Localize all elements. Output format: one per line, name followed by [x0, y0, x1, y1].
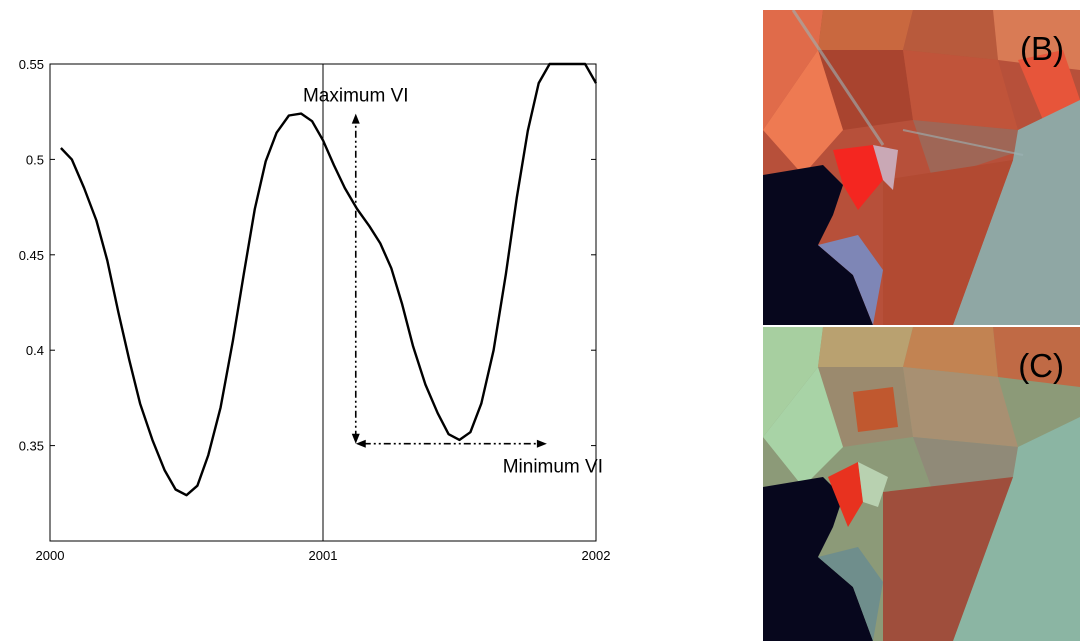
x-tick-label: 2000 [36, 548, 65, 563]
series-line [60, 62, 598, 497]
annotation-minimum-vi: Minimum VI [503, 457, 603, 478]
annotation-arrows [351, 113, 547, 448]
horizontal-arrow-head-right [536, 439, 547, 448]
y-tick-label: 0.35 [19, 439, 44, 454]
y-tick-label: 0.4 [26, 343, 44, 358]
vertical-arrow-head-bottom [351, 433, 360, 444]
panel-label-b: (B) [1020, 30, 1064, 67]
x-tick-label: 2002 [582, 548, 611, 563]
y-tick-label: 0.55 [19, 57, 44, 72]
x-tick-label: 2001 [309, 548, 338, 563]
satellite-image-b: (B) [763, 10, 1080, 325]
y-tick-label: 0.5 [26, 152, 44, 167]
satellite-image-c: (C) [763, 327, 1080, 641]
panel-label-c: (C) [1018, 347, 1064, 384]
vi-time-series-chart: 0.35 0.4 0.45 0.5 0.55 2000 2001 2002 Maximum … [19, 57, 611, 563]
y-axis-ticks: 0.35 0.4 0.45 0.5 0.55 [19, 57, 596, 454]
horizontal-arrow-head-left [355, 439, 366, 448]
year-divider-lines [322, 64, 597, 541]
y-tick-label: 0.45 [19, 248, 44, 263]
vertical-arrow-head-top [351, 113, 360, 124]
annotation-maximum-vi: Maximum VI [303, 86, 409, 107]
